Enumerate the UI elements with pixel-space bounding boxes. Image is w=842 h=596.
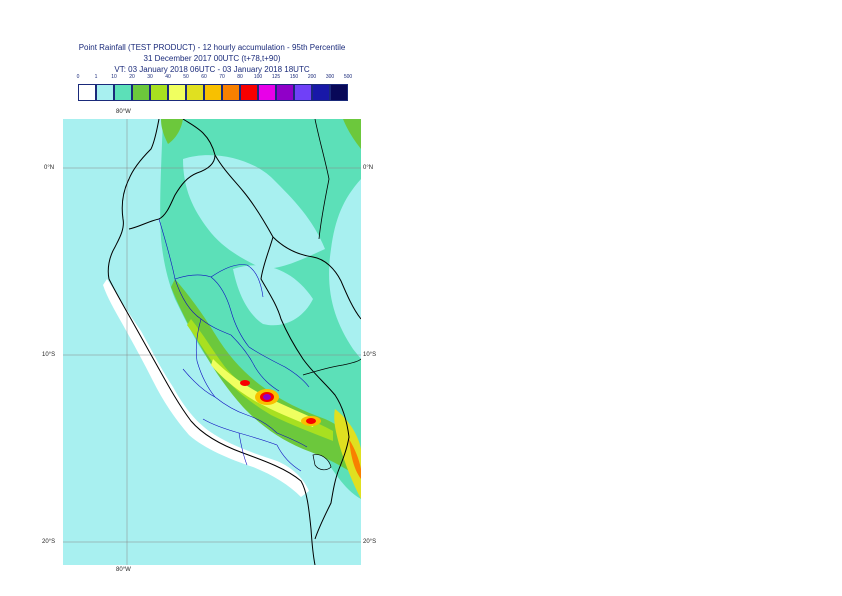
legend-tick: 40 xyxy=(165,74,171,80)
border-north xyxy=(314,119,330,240)
legend-tick: 80 xyxy=(237,74,243,80)
legend-tick: 20 xyxy=(129,74,135,80)
lon-label-bottom: 80°W xyxy=(116,567,131,573)
legend-swatch xyxy=(222,84,240,101)
lat-label-0: 0°N xyxy=(44,165,55,171)
color-legend: 0 1 10 20 30 40 50 60 70 80 100 125 150 … xyxy=(76,74,352,104)
lat-label-20s: 20°S xyxy=(42,539,56,545)
very-heavy-rain-band xyxy=(211,359,315,427)
legend-swatch xyxy=(168,84,186,101)
legend-swatch xyxy=(240,84,258,101)
legend-tick: 10 xyxy=(111,74,117,80)
light-rain-hole xyxy=(183,155,325,269)
legend-swatch xyxy=(132,84,150,101)
title-line-3: VT: 03 January 2018 06UTC - 03 January 2… xyxy=(114,65,310,74)
legend-tick: 200 xyxy=(307,74,317,80)
legend-swatch xyxy=(186,84,204,101)
legend-swatch xyxy=(78,84,96,101)
legend-tick: 150 xyxy=(289,74,299,80)
core-red-3 xyxy=(306,418,316,424)
title-line-1: Point Rainfall (TEST PRODUCT) - 12 hourl… xyxy=(78,43,346,52)
legend-tick: 100 xyxy=(253,74,263,80)
lat-label-0-right: 0°N xyxy=(363,165,374,171)
legend-swatch xyxy=(276,84,294,101)
heavier-rain-band xyxy=(187,319,333,441)
lat-label-10s-right: 10°S xyxy=(363,352,377,358)
legend-tick: 0 xyxy=(76,74,80,80)
lake-titicaca xyxy=(312,454,332,471)
map-canvas xyxy=(63,119,361,565)
legend-tick: 500 xyxy=(343,74,353,80)
lat-label-10s: 10°S xyxy=(42,352,56,358)
legend-swatch xyxy=(150,84,168,101)
core-red-2 xyxy=(240,380,250,386)
legend-swatch xyxy=(294,84,312,101)
border-brazil-bolivia xyxy=(260,236,350,540)
legend-swatch xyxy=(312,84,330,101)
legend-swatch xyxy=(330,84,348,101)
lon-label-top: 80°W xyxy=(116,109,131,115)
legend-swatch xyxy=(114,84,132,101)
legend-tick: 30 xyxy=(147,74,153,80)
regional-borders xyxy=(158,218,310,472)
legend-tick: 50 xyxy=(183,74,189,80)
legend-swatch xyxy=(258,84,276,101)
title-line-2: 31 December 2017 00UTC (t+78,t+90) xyxy=(143,54,281,63)
legend-tick: 70 xyxy=(219,74,225,80)
core-purple xyxy=(263,394,271,400)
legend-tick: 300 xyxy=(325,74,335,80)
ne-rain-spot xyxy=(343,119,361,149)
legend-swatch xyxy=(204,84,222,101)
rainfall-map xyxy=(63,119,361,565)
legend-swatch xyxy=(96,84,114,101)
legend-tick: 125 xyxy=(271,74,281,80)
lat-label-20s-right: 20°S xyxy=(363,539,377,545)
legend-tick: 1 xyxy=(94,74,98,80)
light-rain-hole-2 xyxy=(233,265,313,326)
border-bolivia-north xyxy=(302,358,361,376)
se-heavy-area xyxy=(334,409,361,499)
coastline xyxy=(107,119,316,565)
border-colombia xyxy=(214,154,361,320)
legend-tick: 60 xyxy=(201,74,207,80)
north-rain-spot xyxy=(161,119,183,144)
dry-coast xyxy=(103,279,309,497)
se-extreme-spot xyxy=(349,439,361,479)
